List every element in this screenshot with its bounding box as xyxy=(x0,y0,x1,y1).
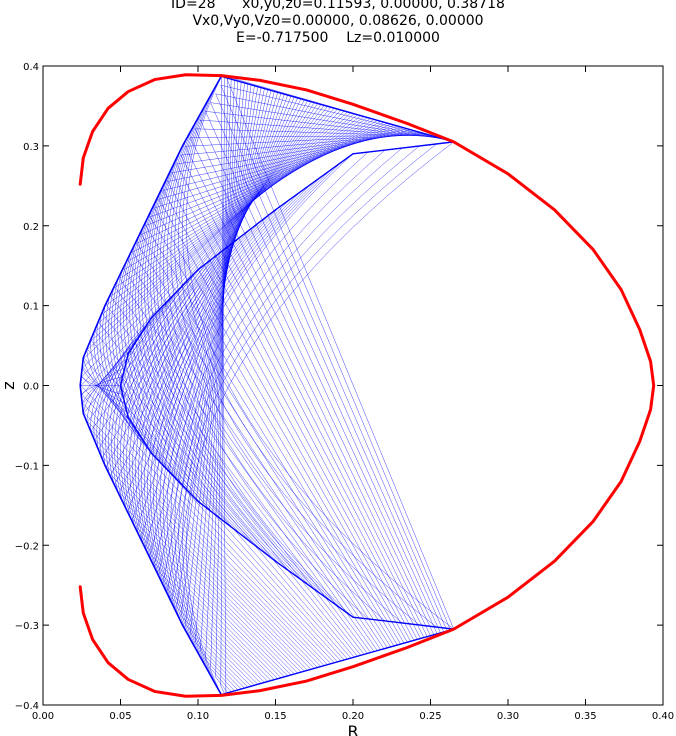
orbit-inner-envelope xyxy=(119,141,454,630)
x-tick-label: 0.40 xyxy=(652,711,674,722)
y-tick-label: 0.1 xyxy=(23,302,39,313)
orbit-outer-envelope xyxy=(79,75,222,696)
x-tick-label: 0.15 xyxy=(264,711,286,722)
y-tick-label: −0.3 xyxy=(15,621,39,632)
x-tick-label: 0.25 xyxy=(419,711,441,722)
chart-title-line-1: ID=28 x0,y0,z0=0.11593, 0.00000, 0.38718 xyxy=(171,0,505,12)
y-tick-label: 0.3 xyxy=(23,142,39,153)
x-tick-label: 0.00 xyxy=(32,711,54,722)
orbit-bottom-edge xyxy=(221,628,454,696)
chart-title-line-2: Vx0,Vy0,Vz0=0.00000, 0.08626, 0.00000 xyxy=(192,13,484,29)
orbit-trajectory xyxy=(79,75,454,696)
x-tick-label: 0.10 xyxy=(187,711,209,722)
y-tick-label: −0.1 xyxy=(15,461,39,472)
zero-velocity-curve xyxy=(78,73,656,698)
orbit-top-edge xyxy=(221,75,454,143)
x-tick-label: 0.05 xyxy=(109,711,131,722)
y-tick-label: 0.0 xyxy=(23,382,39,393)
axis-ticks: 0.00 0.05 0.10 0.15 0.20 0.25 0.30 0.35 0.40 −0.4… xyxy=(15,62,674,722)
y-tick-label: 0.4 xyxy=(23,62,39,73)
y-axis-label: z xyxy=(0,381,18,389)
x-tick-label: 0.20 xyxy=(342,711,364,722)
x-tick-label: 0.30 xyxy=(497,711,519,722)
y-tick-label: −0.2 xyxy=(15,541,39,552)
chart-title-line-3: E=-0.717500 Lz=0.010000 xyxy=(236,30,440,46)
x-axis-label: R xyxy=(347,722,358,736)
orbit-path xyxy=(80,76,454,695)
y-tick-label: −0.4 xyxy=(15,701,39,712)
y-tick-label: 0.2 xyxy=(23,222,39,233)
zero-velocity-curve-layer xyxy=(78,73,656,698)
x-tick-label: 0.35 xyxy=(574,711,596,722)
